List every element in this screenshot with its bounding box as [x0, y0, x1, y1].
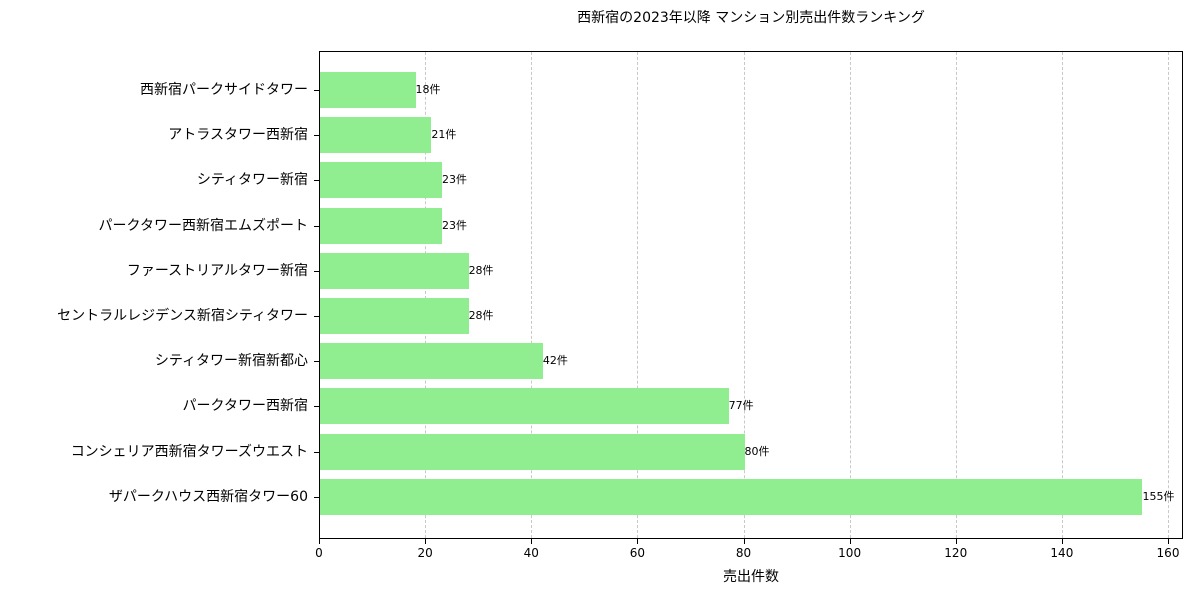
x-gridline — [743, 52, 745, 538]
y-tick-label: アトラスタワー西新宿 — [168, 127, 308, 144]
bar-value-label: 23件 — [442, 173, 468, 187]
chart-title: 西新宿の2023年以降 マンション別売出件数ランキング — [577, 10, 925, 26]
y-tick — [314, 451, 319, 453]
x-tick-label: 120 — [944, 546, 968, 560]
bar-value-label: 42件 — [542, 354, 568, 368]
bar — [320, 72, 416, 108]
x-gridline — [637, 52, 639, 538]
y-tick — [314, 135, 319, 137]
bar — [320, 433, 745, 470]
y-tick — [314, 270, 319, 272]
x-tick — [531, 539, 533, 544]
plot-area: 18件 21件 23件 23件 28件 28件 42件 77件 80件 155件 — [319, 51, 1183, 539]
x-gridline — [425, 52, 427, 538]
bar — [320, 388, 729, 425]
x-gridline — [531, 52, 533, 538]
x-axis-label: 売出件数 — [723, 569, 779, 585]
bar-value-label: 77件 — [728, 399, 754, 413]
x-tick-label: 100 — [838, 546, 862, 560]
x-tick — [637, 539, 639, 544]
bar — [320, 207, 443, 244]
bar — [320, 162, 443, 199]
y-tick — [314, 361, 319, 363]
y-tick-label: パークタワー西新宿 — [182, 398, 308, 415]
y-tick — [314, 225, 319, 227]
x-tick-label: 40 — [523, 546, 539, 560]
y-tick — [314, 90, 319, 91]
bar — [320, 298, 469, 334]
y-tick-label: シティタワー新宿新都心 — [154, 353, 308, 370]
x-tick-label: 60 — [629, 546, 646, 560]
bar — [320, 343, 543, 380]
x-tick — [425, 539, 427, 544]
bar — [320, 478, 1143, 515]
y-tick-label: シティタワー新宿 — [196, 172, 308, 189]
y-tick — [314, 496, 319, 498]
bar-value-label: 28件 — [468, 309, 494, 322]
y-tick-label: ファーストリアルタワー新宿 — [126, 262, 308, 279]
y-tick-label: 西新宿パークサイドタワー — [140, 82, 308, 98]
x-tick-label: 20 — [417, 546, 433, 560]
y-tick — [314, 180, 319, 182]
x-tick — [849, 539, 851, 544]
bar-value-label: 80件 — [744, 444, 770, 458]
y-tick — [314, 406, 319, 408]
x-gridline — [849, 52, 851, 538]
bar — [320, 252, 469, 289]
x-tick — [743, 539, 745, 544]
bar-value-label: 18件 — [415, 83, 441, 96]
x-gridline — [1061, 52, 1063, 538]
x-tick-label: 0 — [315, 546, 323, 560]
bar-value-label: 21件 — [431, 128, 457, 142]
x-tick — [955, 539, 957, 544]
x-tick — [1061, 539, 1063, 544]
y-tick-label: ザパークハウス西新宿タワー60 — [108, 488, 308, 505]
y-tick-label: パークタワー西新宿エムズポート — [98, 217, 308, 234]
x-gridline — [955, 52, 957, 538]
x-tick-label: 140 — [1050, 546, 1074, 560]
bar-value-label: 28件 — [468, 263, 494, 277]
x-tick — [319, 539, 320, 544]
x-gridline — [1168, 52, 1169, 538]
x-tick-label: 80 — [735, 546, 752, 560]
x-tick-label: 160 — [1156, 546, 1180, 560]
y-tick-label: セントラルレジデンス新宿シティタワー — [57, 308, 308, 324]
bar-value-label: 23件 — [442, 218, 468, 232]
bar — [320, 117, 432, 154]
y-tick — [314, 316, 319, 317]
bar-value-label: 155件 — [1142, 489, 1175, 503]
x-tick — [1168, 539, 1169, 544]
y-tick-label: コンシェリア西新宿タワーズウエスト — [70, 443, 308, 460]
